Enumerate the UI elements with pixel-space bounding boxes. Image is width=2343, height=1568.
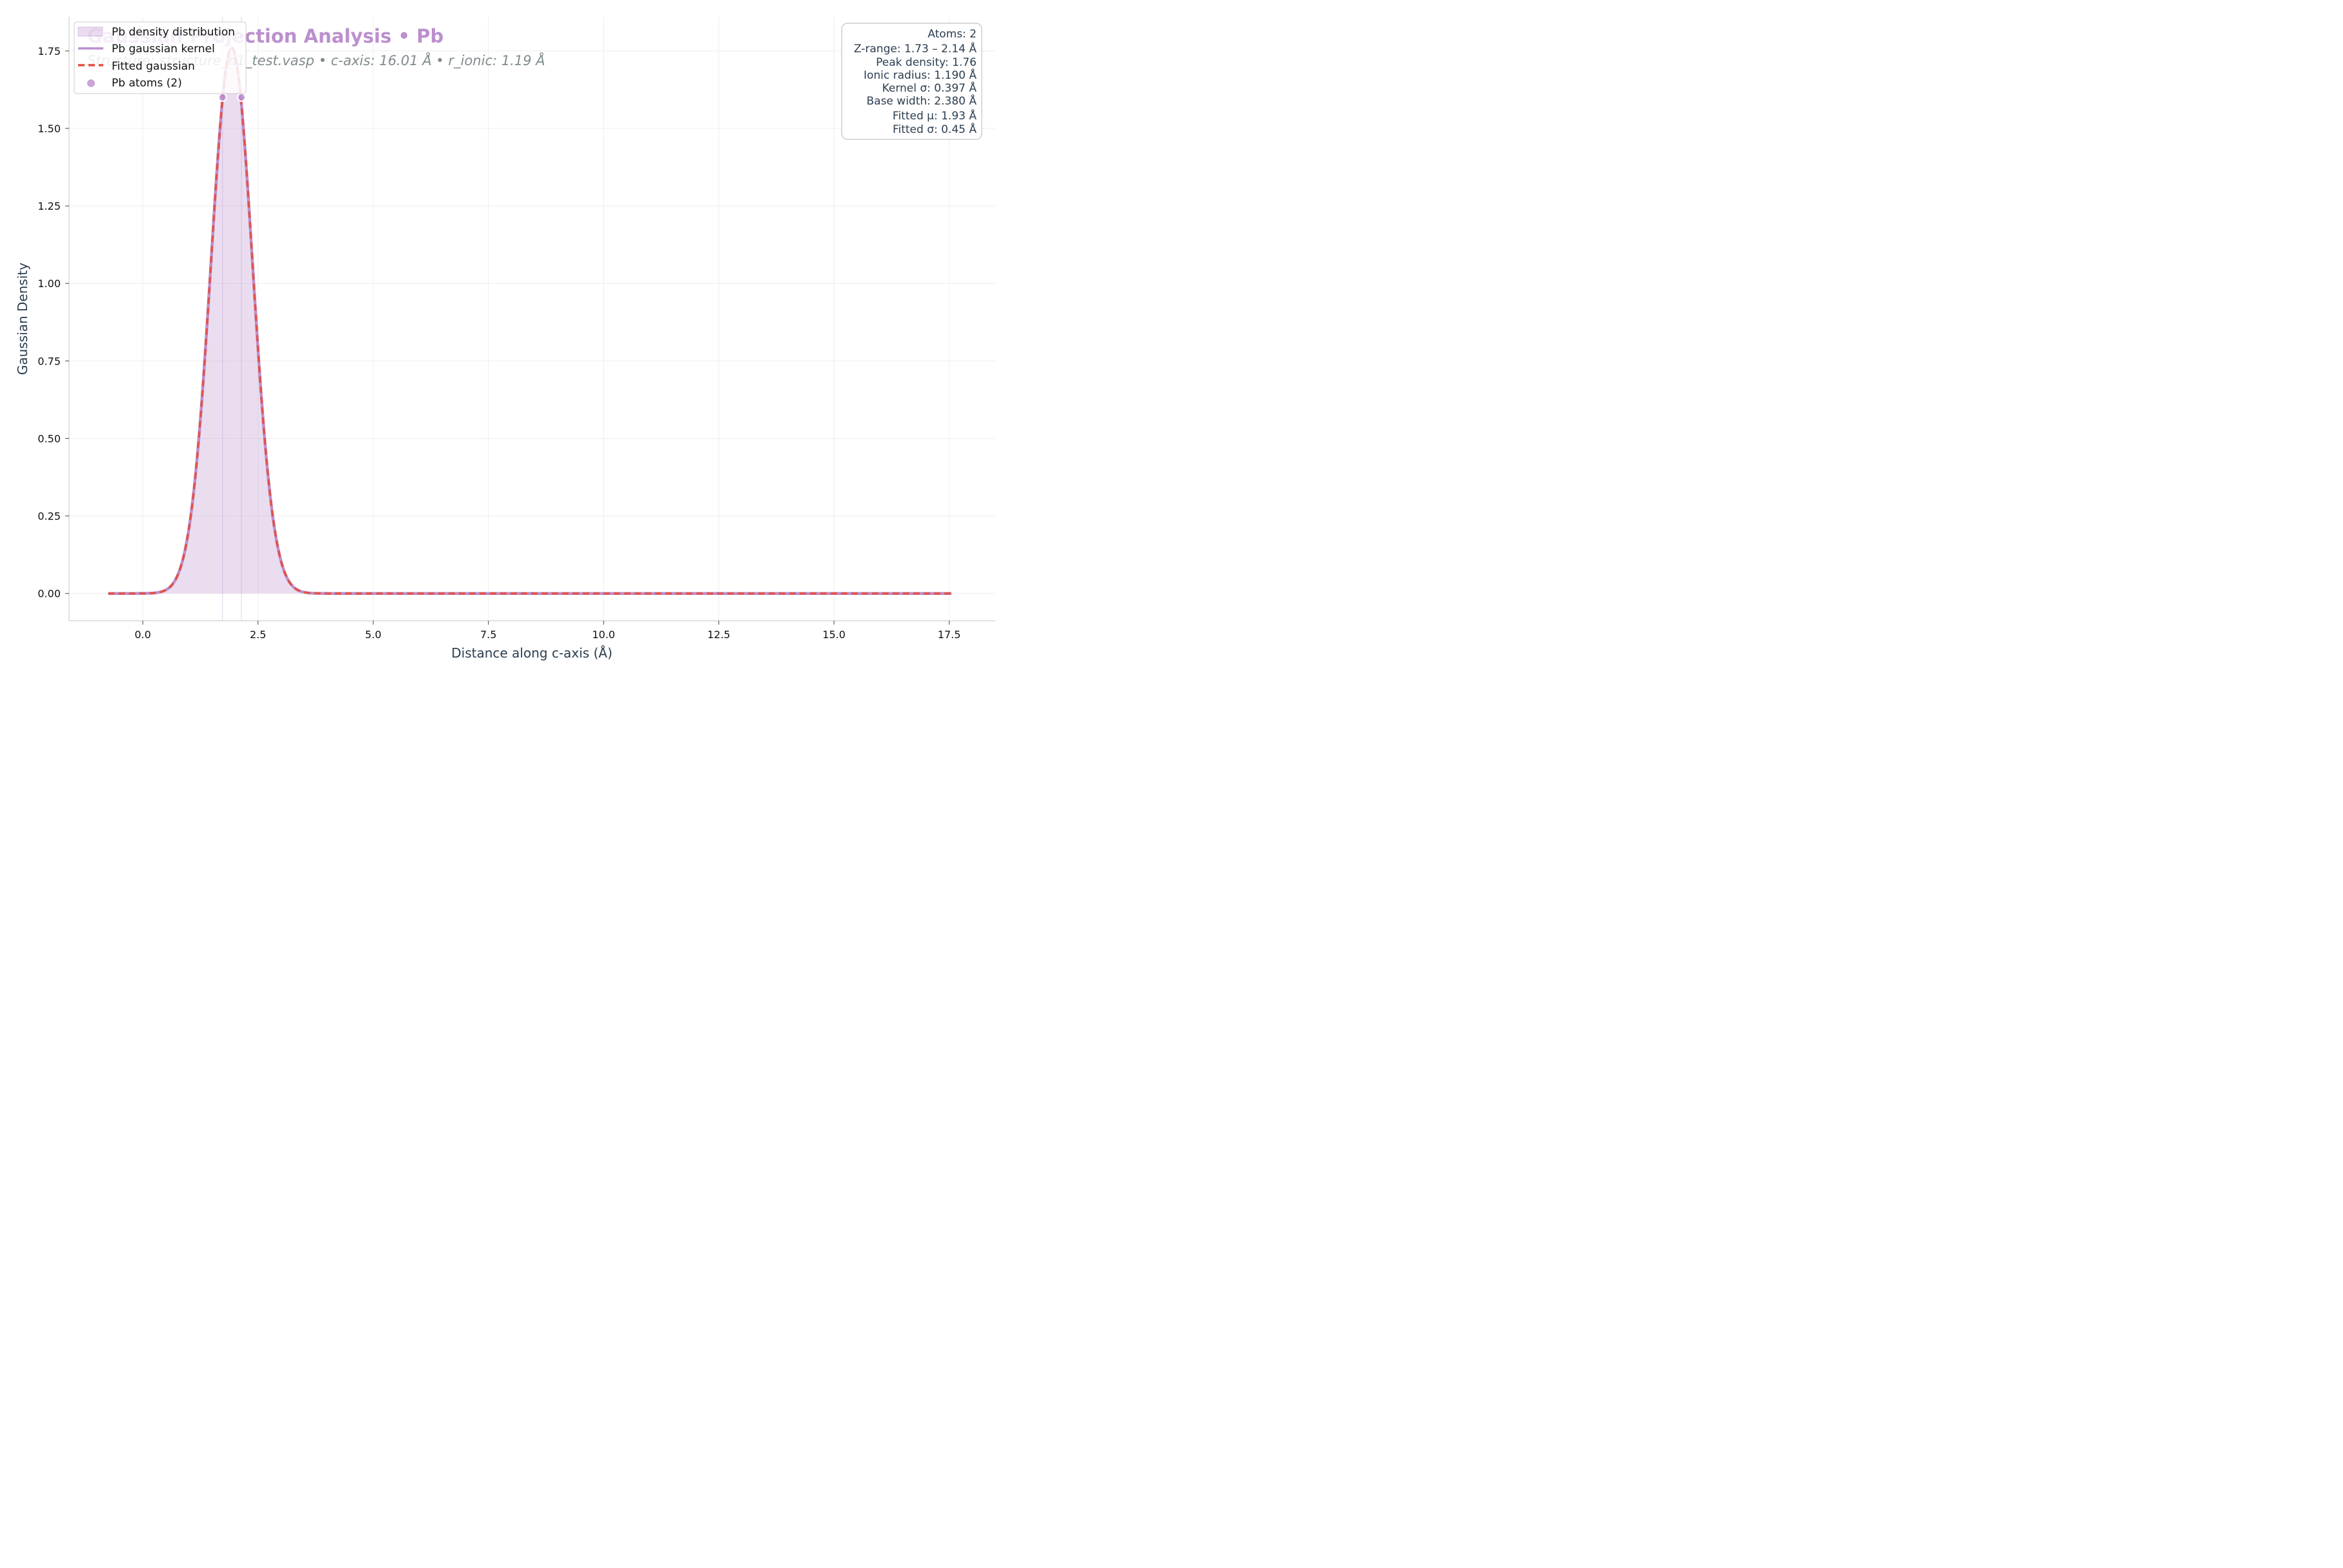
legend-label-density: Pb density distribution <box>112 26 235 39</box>
y-tick-label-2: 0.50 <box>37 432 61 445</box>
stats-box: Atoms: 2 Z-range: 1.73 – 2.14 Å Peak den… <box>841 23 982 140</box>
x-tick-label-2: 5.0 <box>365 628 381 641</box>
density-fill-area <box>108 48 952 594</box>
x-tick-label-6: 15.0 <box>822 628 846 641</box>
grid-lines <box>69 17 995 621</box>
x-axis-ticks: 0.0 2.5 5.0 7.5 10.0 12.5 15.0 17.5 <box>135 621 961 641</box>
stats-line-base-width: Base width: 2.380 Å <box>867 94 977 108</box>
pb-atom-point-0 <box>218 92 227 102</box>
y-tick-label-7: 1.75 <box>37 45 61 57</box>
y-tick-label-3: 0.75 <box>37 355 61 367</box>
pb-atom-point-1 <box>237 92 247 102</box>
x-tick-label-4: 10.0 <box>592 628 615 641</box>
y-axis-ticks: 0.00 0.25 0.50 0.75 1.00 1.25 1.50 1.75 <box>37 45 69 600</box>
fitted-gaussian-line <box>108 46 952 595</box>
stats-line-fitted-mu: Fitted μ: 1.93 Å <box>893 108 977 123</box>
x-tick-label-1: 2.5 <box>250 628 266 641</box>
x-tick-label-7: 17.5 <box>938 628 961 641</box>
legend-label-fitted: Fitted gaussian <box>112 60 195 73</box>
density-fill-layer <box>108 48 952 594</box>
y-tick-label-5: 1.25 <box>37 200 61 212</box>
gaussian-projection-chart: 0.0 2.5 5.0 7.5 10.0 12.5 15.0 17.5 0.00 0.25 0.5… <box>15 17 995 661</box>
stats-line-fitted-sigma: Fitted σ: 0.45 Å <box>893 122 977 136</box>
stats-line-z-range: Z-range: 1.73 – 2.14 Å <box>854 41 977 55</box>
legend-fill-swatch <box>77 26 103 37</box>
y-tick-label-1: 0.25 <box>37 510 61 523</box>
stats-box-frame <box>841 23 982 140</box>
x-axis-label: Distance along c-axis (Å) <box>451 645 613 661</box>
x-tick-label-5: 12.5 <box>707 628 731 641</box>
stats-line-ionic-radius: Ionic radius: 1.190 Å <box>864 68 977 82</box>
y-axis-label: Gaussian Density <box>15 263 30 375</box>
stats-line-atoms: Atoms: 2 <box>928 28 977 41</box>
series-lines-layer <box>108 46 952 595</box>
legend-label-atoms: Pb atoms (2) <box>112 77 182 90</box>
legend-label-kernel: Pb gaussian kernel <box>112 43 215 55</box>
y-tick-label-6: 1.50 <box>37 123 61 135</box>
stats-line-peak-density: Peak density: 1.76 <box>876 56 977 69</box>
legend: Pb density distribution Pb gaussian kern… <box>74 21 247 94</box>
y-tick-label-4: 1.00 <box>37 277 61 290</box>
x-tick-label-3: 7.5 <box>480 628 496 641</box>
stats-line-kernel-sigma: Kernel σ: 0.397 Å <box>882 81 977 95</box>
legend-box <box>74 21 247 94</box>
atom-points-layer <box>218 92 247 102</box>
y-tick-label-0: 0.00 <box>37 588 61 600</box>
x-tick-label-0: 0.0 <box>135 628 151 641</box>
legend-atoms-swatch <box>87 79 95 87</box>
